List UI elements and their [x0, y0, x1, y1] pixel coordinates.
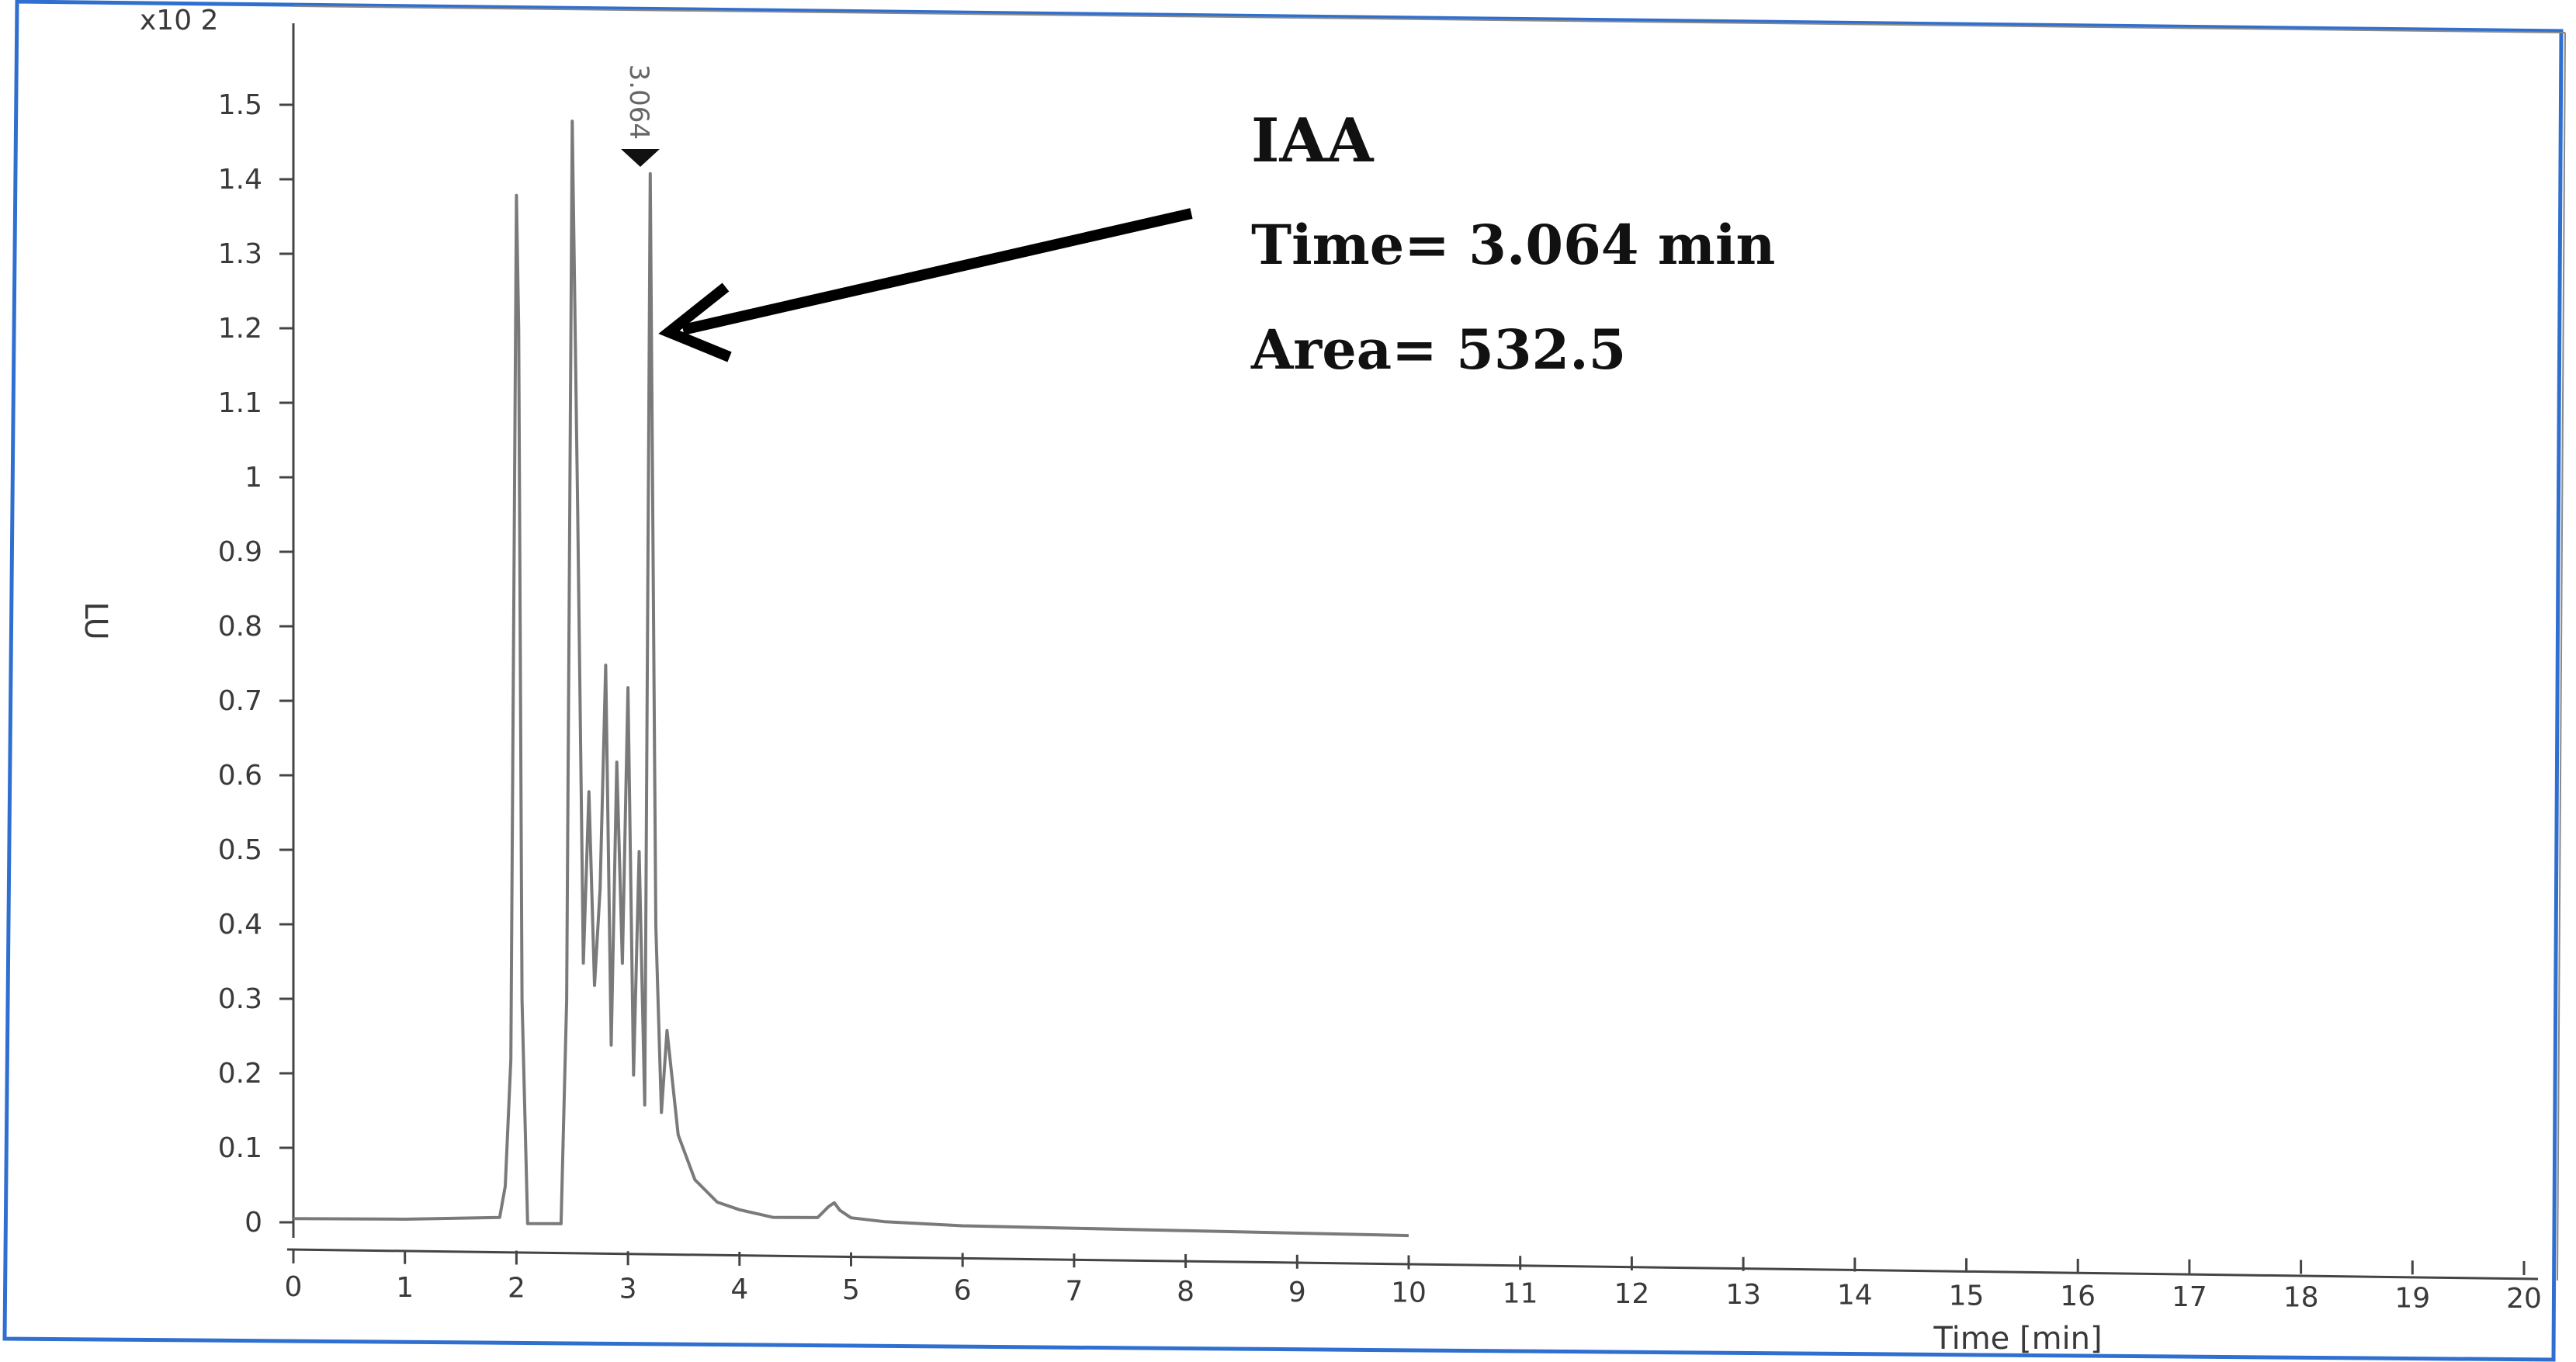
- y-tick-label: 0.6: [218, 760, 262, 792]
- y-axis-title: LU: [78, 601, 113, 640]
- x-tick-label: 18: [2283, 1282, 2319, 1314]
- y-tick-label: 1.5: [218, 89, 262, 121]
- x-tick-label: 11: [1503, 1277, 1538, 1309]
- x-tick-label: 0: [285, 1271, 303, 1303]
- peak-marker: 3.064: [621, 64, 660, 167]
- x-tick-label: 15: [1949, 1280, 1985, 1312]
- x-tick-label: 16: [2060, 1281, 2096, 1312]
- series-line: [293, 120, 1409, 1238]
- y-tick-label: 0.2: [218, 1058, 262, 1090]
- top-border-line: [293, 5, 2566, 33]
- y-tick-group: 0 0.1 0.2 0.3 0.4 0.5 0.6 0.7 0.8 0.9 1 1.1 1.2 1.3 1.…: [218, 89, 293, 1239]
- y-tick-label: 0.7: [218, 685, 262, 717]
- y-tick-label: 0.9: [218, 536, 262, 568]
- y-tick-label: 0.1: [218, 1132, 262, 1164]
- annotation-compound: IAA: [1251, 106, 1375, 176]
- x-tick-label: 3: [619, 1273, 637, 1305]
- x-axis-title: Time [min]: [1933, 1321, 2102, 1357]
- y-tick-label: 0.4: [218, 909, 262, 941]
- series-group: [293, 120, 1409, 1238]
- annotation-time: Time= 3.064 min: [1251, 213, 1775, 277]
- arrow-shaft: [681, 208, 1193, 335]
- peak-triangle-icon: [621, 149, 660, 167]
- x-tick-label: 4: [730, 1274, 748, 1305]
- peak-time-label: 3.064: [623, 64, 654, 140]
- x-tick-label: 13: [1725, 1279, 1761, 1311]
- annotation-area: Area= 532.5: [1250, 317, 1626, 382]
- x-tick-label: 9: [1288, 1277, 1306, 1308]
- y-tick-label: 1.2: [218, 313, 262, 345]
- x-axis-line: [286, 1248, 2539, 1281]
- y-tick-label: 0: [244, 1207, 262, 1239]
- y-tick-label: 0.8: [218, 611, 262, 643]
- x-tick-group: 0 1 2 3 4 5 6 7 8 9 10 11 12 13 14 15 16 17 18 19 20: [285, 1249, 2542, 1315]
- x-tick-label: 10: [1391, 1277, 1427, 1309]
- y-tick-label: 1.1: [218, 387, 262, 419]
- x-tick-label: 14: [1837, 1280, 1873, 1312]
- y-multiplier-label: x10 2: [140, 5, 218, 36]
- y-tick-label: 0.3: [218, 983, 262, 1015]
- annotation-arrow: [658, 208, 1193, 362]
- x-tick-label: 20: [2506, 1283, 2542, 1315]
- y-tick-label: 1: [244, 462, 262, 494]
- x-tick-label: 8: [1177, 1276, 1194, 1308]
- arrow-head-icon: [658, 282, 732, 362]
- y-tick-label: 0.5: [218, 834, 262, 866]
- x-tick-label: 19: [2394, 1282, 2430, 1314]
- x-tick-label: 2: [508, 1273, 525, 1305]
- x-tick-label: 5: [842, 1274, 860, 1306]
- x-tick-label: 1: [396, 1272, 414, 1304]
- right-border-line: [2557, 32, 2566, 1281]
- x-tick-label: 17: [2172, 1281, 2207, 1313]
- x-tick-label: 6: [954, 1275, 972, 1307]
- x-tick-label: 12: [1614, 1278, 1649, 1310]
- x-tick-label: 7: [1065, 1275, 1083, 1307]
- y-tick-label: 1.3: [218, 238, 262, 270]
- plot-area: [286, 5, 2566, 1281]
- y-tick-label: 1.4: [218, 164, 262, 196]
